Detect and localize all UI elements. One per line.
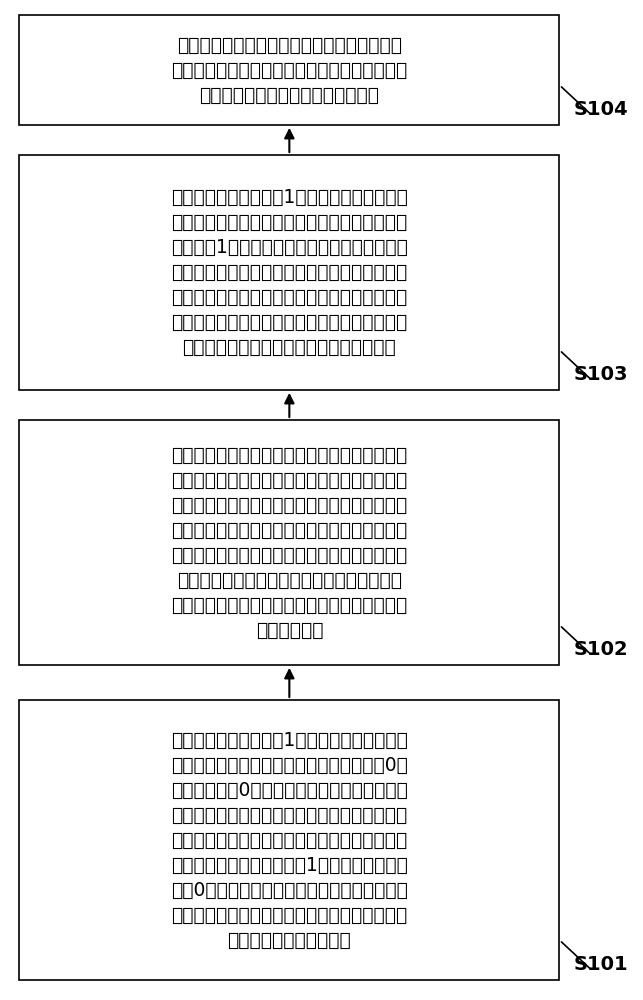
- Text: S103: S103: [574, 365, 628, 384]
- Text: 响应于确定第三变量为1，所述第一待处理对象
在所述第二待处理对象前被处理；响应于确定第
四变量为1，所述第一待处理对象在所述第二待
处理对象后被处理；其中，所述: 响应于确定第三变量为1，所述第一待处理对象 在所述第二待处理对象前被处理；响应于…: [171, 188, 408, 357]
- FancyBboxPatch shape: [19, 155, 559, 390]
- Text: S101: S101: [574, 955, 628, 974]
- FancyBboxPatch shape: [19, 420, 559, 665]
- FancyBboxPatch shape: [19, 15, 559, 125]
- Text: 根据上述条件建立混合整数线性规划模型并求
解，得到调度待处理对象总收益最大值的调度方
案，并根据所述调度方案进行调度。: 根据上述条件建立混合整数线性规划模型并求 解，得到调度待处理对象总收益最大值的调…: [171, 36, 408, 105]
- Text: S104: S104: [574, 100, 628, 119]
- FancyBboxPatch shape: [19, 700, 559, 980]
- Text: 响应于确定第一待处理对象的最晚可结束时间小
于第二待处理对象的最早可开始时间与实施主体
转换时间之和，所述第二待处理对象在所述第一
待处理对象之前被处理；响应于: 响应于确定第一待处理对象的最晚可结束时间小 于第二待处理对象的最早可开始时间与实…: [171, 446, 408, 640]
- Text: 响应于确定第一变量为1，待处理对象在对应的
时间窗口内被处理，响应于确定第一变量为0，
令第二变量为0；根据所述第一变量和第二变量
调度所述待处理对象，其中，所: 响应于确定第一变量为1，待处理对象在对应的 时间窗口内被处理，响应于确定第一变量…: [171, 730, 408, 950]
- Text: S102: S102: [574, 640, 628, 659]
